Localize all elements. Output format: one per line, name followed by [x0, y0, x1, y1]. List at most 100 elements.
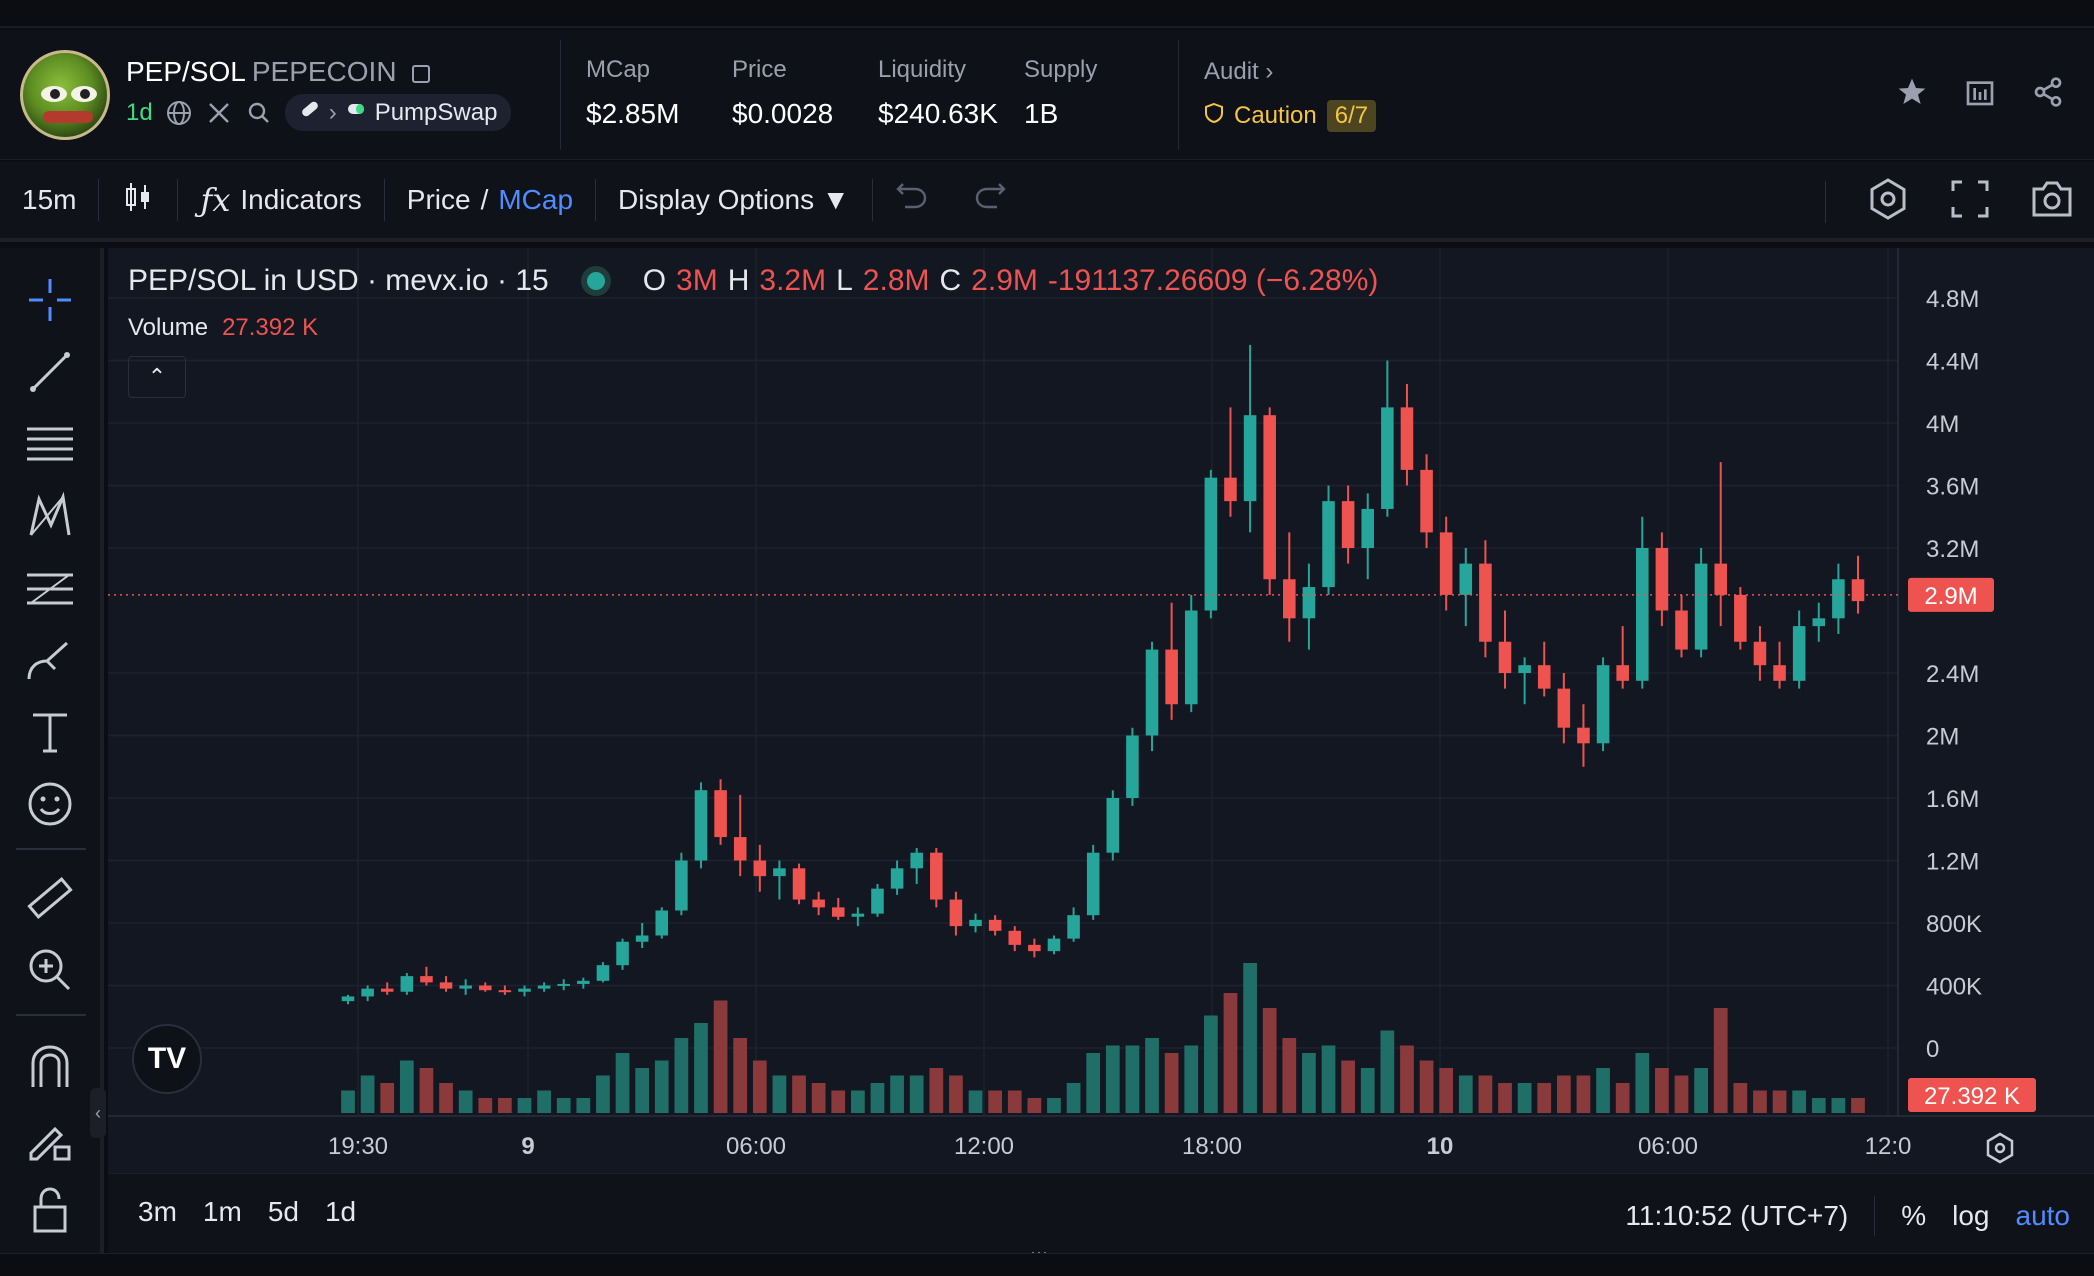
interval-button[interactable]: 15m [22, 184, 77, 215]
current-volume-label: 27.392 K [1924, 1083, 2020, 1110]
range-5d[interactable]: 5d [267, 1196, 299, 1227]
volume-bar [1772, 1090, 1787, 1113]
auto-toggle[interactable]: auto [2015, 1200, 2071, 1231]
footer-strip [0, 1253, 2094, 1276]
trendline-tool[interactable] [22, 344, 78, 400]
volume-bar [1792, 1090, 1807, 1113]
clock-timezone[interactable]: 11:10:52 (UTC+7) [1625, 1200, 1849, 1231]
fib-tool[interactable] [22, 416, 78, 472]
volume-bar [1419, 1060, 1434, 1113]
toolbar-divider [98, 179, 100, 221]
range-1m[interactable]: 1m [202, 1196, 242, 1227]
forecast-icon [27, 573, 73, 605]
settings-icon[interactable] [1866, 177, 1910, 228]
candle-body [733, 837, 747, 861]
candle-body [1184, 610, 1198, 705]
drawing-toolbar [0, 248, 104, 1253]
candle-body [1753, 641, 1767, 666]
emoji-tool[interactable] [22, 776, 78, 832]
dex-name: PumpSwap [374, 98, 498, 126]
brush-tool[interactable] [22, 632, 78, 688]
range-3m[interactable]: 3m [138, 1196, 177, 1227]
crosshair-tool[interactable] [22, 272, 78, 328]
lock-tool[interactable] [22, 1182, 78, 1238]
volume-bar [576, 1098, 591, 1113]
range-1d[interactable]: 1d [324, 1196, 357, 1227]
volume-bar [399, 1060, 414, 1113]
text-tool[interactable] [22, 704, 78, 760]
magnet-tool[interactable] [22, 1038, 78, 1094]
percent-toggle[interactable]: % [1901, 1200, 1927, 1231]
candle-body [1518, 665, 1531, 673]
candle-body [420, 976, 433, 983]
x-tick-label: 12:0 [1865, 1133, 1912, 1160]
price-mcap-toggle[interactable]: Price / MCap [385, 184, 595, 216]
volume-bar [1576, 1075, 1591, 1113]
lock-drawings-tool[interactable] [22, 1110, 78, 1166]
copy-icon[interactable] [412, 64, 431, 83]
volume-label: Volume [128, 314, 209, 341]
axis-settings-icon [1986, 1132, 2014, 1164]
chart-area[interactable]: 4.8M 4.4M 4M 3.6M 3.2M 2.4M 2M 1.6M 1.2M 800K 400K… [108, 248, 2094, 1173]
log-toggle[interactable]: log [1952, 1200, 1990, 1231]
measure-tool[interactable] [22, 870, 78, 926]
x-tick-label: 06:00 [1638, 1133, 1698, 1160]
dex-pill[interactable]: › PumpSwap [284, 94, 512, 131]
audit-status: Caution 6/7 [1204, 100, 1377, 132]
volume-bar [890, 1075, 904, 1113]
volume-bar [635, 1068, 650, 1113]
candle-body [792, 868, 806, 900]
volume-bar [1831, 1098, 1846, 1113]
candle-type-button[interactable] [99, 180, 177, 221]
camera-icon[interactable] [2030, 179, 2074, 226]
candle-body [1832, 579, 1845, 619]
collapse-legend-button[interactable]: ⌃ [128, 356, 186, 398]
search-icon[interactable] [245, 99, 273, 127]
candle-body [1126, 735, 1139, 798]
volume-bar [498, 1098, 512, 1113]
volume-bar [949, 1075, 963, 1113]
volume-bar [733, 1038, 748, 1113]
current-price-tag [1908, 577, 1994, 612]
candle-body [1204, 477, 1218, 611]
y-tick-label: 1.2M [1926, 849, 1979, 876]
chart-legend: PEP/SOL in USD · mevx.io · 15 O 3M H 3.2M … [128, 264, 1378, 298]
candle-body [1459, 563, 1473, 595]
forecast-tool[interactable] [22, 560, 78, 616]
undo-button[interactable] [873, 182, 951, 219]
star-icon[interactable] [1896, 76, 1928, 116]
volume-bar [537, 1090, 551, 1113]
stat-value: $2.85M [586, 98, 680, 129]
candle-body [1224, 477, 1237, 502]
redo-button[interactable] [951, 182, 1029, 219]
display-options-button[interactable]: Display Options ▼ [618, 184, 850, 215]
compare-chart-icon[interactable] [1964, 76, 1996, 116]
text-icon [33, 713, 67, 753]
collapse-sidebar-button[interactable]: ‹ [90, 1088, 106, 1138]
volume-bar [988, 1090, 1003, 1113]
crosshair-icon [29, 279, 71, 321]
volume-bar [909, 1075, 924, 1113]
pattern-tool[interactable] [22, 488, 78, 544]
candle-body [1400, 407, 1414, 470]
candle-body [577, 980, 590, 984]
audit-score-badge: 6/7 [1326, 100, 1377, 132]
token-meta-row: 1d › PumpSwap [126, 94, 512, 131]
candlestick-chart[interactable]: 4.8M 4.4M 4M 3.6M 3.2M 2.4M 2M 1.6M 1.2M 800K 400K… [108, 248, 2094, 1173]
indicators-button[interactable]: ƒx Indicators [178, 181, 383, 219]
pill-icon [299, 98, 321, 127]
volume-value: 27.392 K [222, 314, 319, 341]
share-icon[interactable] [2032, 76, 2064, 116]
audit-section[interactable]: Audit › Caution 6/7 [1204, 58, 1377, 132]
candle-body [1636, 548, 1649, 681]
volume-bar [792, 1075, 806, 1113]
volume-bar [1811, 1098, 1826, 1113]
x-twitter-icon[interactable] [205, 99, 233, 127]
volume-bar [1380, 1030, 1395, 1113]
tradingview-logo[interactable]: TV [132, 1024, 202, 1094]
candle-body [1067, 915, 1080, 939]
fullscreen-icon[interactable] [1950, 179, 1990, 226]
y-tick-label: 1.6M [1926, 786, 1979, 813]
globe-icon[interactable] [165, 99, 193, 127]
zoom-tool[interactable] [22, 942, 78, 998]
